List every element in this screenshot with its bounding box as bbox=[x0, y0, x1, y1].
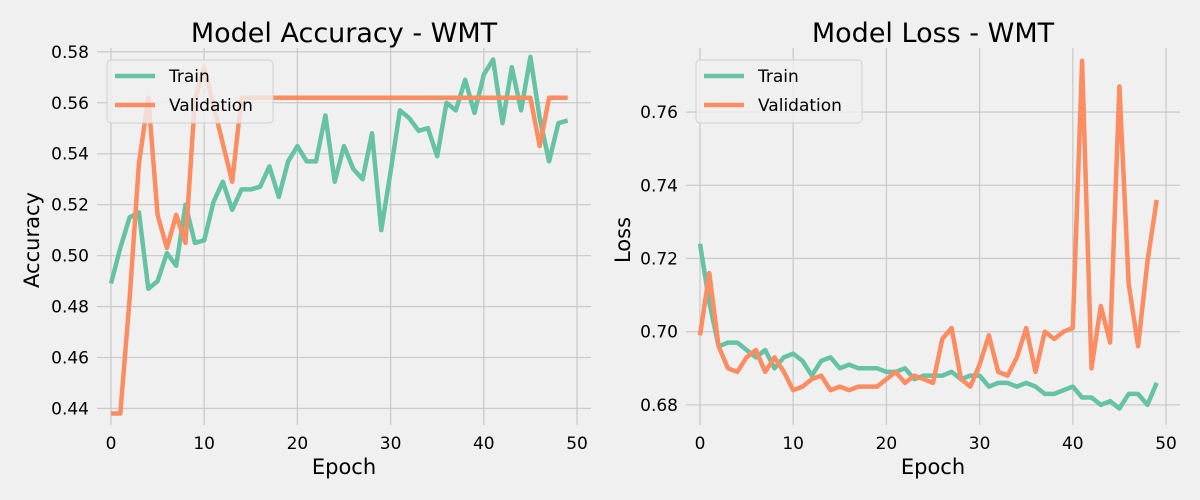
legend-label-validation: Validation bbox=[169, 96, 253, 116]
x-tick-label: 10 bbox=[782, 434, 804, 454]
x-tick-label: 40 bbox=[473, 434, 495, 454]
y-tick-label: 0.58 bbox=[51, 43, 89, 63]
y-tick-label: 0.44 bbox=[51, 399, 89, 419]
x-axis-label: Epoch bbox=[901, 455, 965, 479]
y-tick-label: 0.68 bbox=[640, 396, 678, 416]
legend: Train Validation bbox=[106, 59, 274, 124]
x-tick-label: 0 bbox=[695, 434, 706, 454]
legend-label-train: Train bbox=[757, 67, 799, 87]
series-line-validation bbox=[697, 58, 1159, 393]
legend: Train Validation bbox=[695, 59, 863, 124]
x-tick-label: 20 bbox=[287, 434, 309, 454]
legend-label-train: Train bbox=[168, 67, 210, 87]
y-axis-label: Loss bbox=[611, 217, 635, 263]
x-tick-label: 10 bbox=[193, 434, 215, 454]
x-tick-label: 30 bbox=[380, 434, 402, 454]
loss-chart: Model Loss - WMT Epoch Loss 0 10 20 30 40 500… bbox=[611, 18, 1180, 479]
x-tick-label: 50 bbox=[566, 434, 588, 454]
series-line-validation bbox=[111, 64, 568, 416]
y-axis-label: Accuracy bbox=[20, 192, 44, 288]
series-lines bbox=[697, 58, 1159, 411]
x-axis-label: Epoch bbox=[312, 455, 376, 479]
series-line-train bbox=[697, 243, 1159, 411]
chart-title: Model Accuracy - WMT bbox=[191, 18, 498, 49]
series-lines bbox=[108, 54, 569, 416]
legend-label-validation: Validation bbox=[758, 96, 842, 116]
y-tick-label: 0.74 bbox=[640, 176, 678, 196]
x-tick-label: 30 bbox=[969, 434, 991, 454]
y-tick-label: 0.54 bbox=[51, 145, 89, 165]
tick-labels: 0 10 20 30 40 50 0.44 0.46 0.48 0.50 0.52 0.54 0.56 0… bbox=[51, 43, 588, 454]
y-tick-label: 0.76 bbox=[640, 103, 678, 123]
x-tick-label: 20 bbox=[876, 434, 898, 454]
accuracy-chart: Model Accuracy - WMT Epoch Accuracy 0 10 2… bbox=[20, 18, 591, 479]
y-tick-label: 0.50 bbox=[51, 247, 89, 267]
y-tick-label: 0.72 bbox=[640, 249, 678, 269]
tick-labels: 0 10 20 30 40 50 0.68 0.70 0.72 0.74 0.76 bbox=[640, 103, 1177, 454]
y-tick-label: 0.56 bbox=[51, 94, 89, 114]
y-tick-label: 0.46 bbox=[51, 348, 89, 368]
y-tick-label: 0.52 bbox=[51, 196, 89, 216]
chart-title: Model Loss - WMT bbox=[812, 18, 1055, 49]
x-tick-label: 40 bbox=[1062, 434, 1084, 454]
x-tick-label: 0 bbox=[106, 434, 117, 454]
y-tick-label: 0.48 bbox=[51, 298, 89, 318]
y-tick-label: 0.70 bbox=[640, 323, 678, 343]
x-tick-label: 50 bbox=[1155, 434, 1177, 454]
